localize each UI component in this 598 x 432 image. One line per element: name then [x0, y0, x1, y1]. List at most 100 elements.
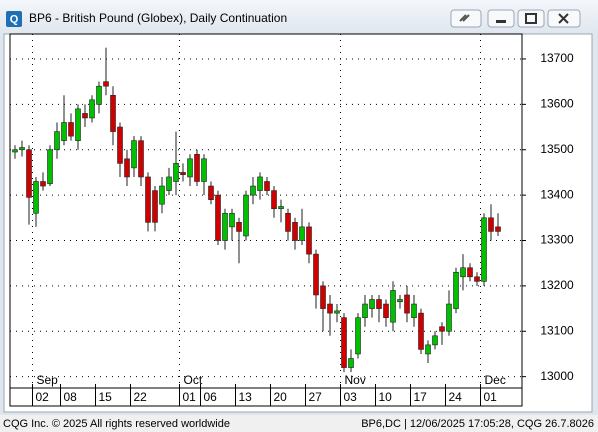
- candle-body: [159, 185, 165, 205]
- candle-body: [103, 81, 109, 87]
- candle-body: [327, 303, 333, 314]
- candle-body: [418, 312, 424, 350]
- x-tick-label: 10: [379, 390, 393, 404]
- candle-body: [215, 194, 221, 241]
- candle-body: [348, 358, 354, 368]
- x-tick-label: 20: [274, 390, 288, 404]
- candle-body: [173, 163, 179, 182]
- candle-body: [397, 299, 403, 303]
- candle-body: [166, 176, 172, 191]
- candle-body: [285, 212, 291, 232]
- x-tick-label: 01: [484, 390, 498, 404]
- candle-body: [33, 181, 39, 214]
- y-tick-label: 13600: [540, 97, 574, 111]
- month-label: Sep: [37, 373, 59, 387]
- x-tick-label: 27: [309, 390, 323, 404]
- minimize-button[interactable]: [487, 9, 515, 28]
- month-label: Nov: [345, 373, 366, 387]
- candle-body: [411, 303, 417, 318]
- candle-body: [208, 185, 214, 200]
- date-strip: [9, 387, 523, 407]
- candle-body: [264, 181, 270, 191]
- candle-body: [222, 212, 228, 241]
- maximize-button[interactable]: [517, 9, 545, 28]
- candle-body: [376, 299, 382, 309]
- app-icon-text: Q: [10, 13, 19, 25]
- status-bar: [0, 415, 598, 432]
- status-right: BP6,DC | 12/06/2025 17:05:28, CQG 26.7.8…: [361, 418, 594, 430]
- y-tick-label: 13400: [540, 187, 574, 201]
- link-icon: [459, 14, 470, 22]
- candle-body: [138, 140, 144, 178]
- candle-body: [299, 226, 305, 241]
- status-left: CQG Inc. © 2025 All rights reserved worl…: [3, 418, 230, 430]
- candle-body: [439, 326, 445, 332]
- candle-body: [131, 140, 137, 169]
- candle-body: [474, 276, 480, 282]
- app-icon: [6, 11, 22, 27]
- x-tick-label: 08: [64, 390, 78, 404]
- candle-body: [334, 310, 340, 314]
- candle-body: [54, 131, 60, 151]
- candle-body: [61, 122, 67, 141]
- candle-body: [320, 285, 326, 309]
- candle-body: [194, 153, 200, 182]
- candle-body: [250, 185, 256, 196]
- x-tick-label: 06: [204, 390, 218, 404]
- x-tick-label: 03: [344, 390, 358, 404]
- candle-body: [488, 217, 494, 232]
- y-tick-label: 13200: [540, 278, 574, 292]
- candle-body: [110, 94, 116, 132]
- candle-body: [362, 303, 368, 318]
- candle-body: [40, 181, 46, 187]
- x-tick-label: 02: [36, 390, 50, 404]
- y-tick-label: 13700: [540, 51, 574, 65]
- candle-body: [187, 158, 193, 178]
- candle-body: [19, 147, 25, 151]
- candle-body: [257, 176, 263, 191]
- x-tick-label: 24: [449, 390, 463, 404]
- candle-body: [82, 113, 88, 119]
- candle-body: [271, 190, 277, 210]
- candle-body: [89, 99, 95, 119]
- x-tick-label: 17: [414, 390, 428, 404]
- month-label: Dec: [485, 373, 506, 387]
- chart-title: BP6 - British Pound (Globex), Daily Cont…: [29, 11, 287, 25]
- y-tick-label: 13500: [540, 142, 574, 156]
- close-icon: [558, 13, 569, 24]
- plot: 13000 13100 13200 13300 13400 13500 13600 13700…: [10, 34, 574, 406]
- candle-body: [96, 85, 102, 105]
- candle-body: [390, 290, 396, 323]
- x-tick-label: 15: [99, 390, 113, 404]
- candle-body: [201, 158, 207, 182]
- candle-body: [145, 176, 151, 223]
- candle-body: [383, 303, 389, 318]
- candle-body: [47, 149, 53, 185]
- candle-body: [355, 317, 361, 355]
- candle-body: [236, 222, 242, 232]
- candle-body: [306, 226, 312, 255]
- month-label: Oct: [184, 373, 203, 387]
- candle-body: [446, 303, 452, 332]
- y-tick-label: 13300: [540, 233, 574, 247]
- candle-body: [124, 158, 130, 178]
- candle-body: [75, 108, 81, 141]
- candle-body: [12, 149, 18, 153]
- candle-body: [460, 267, 466, 278]
- candle-body: [180, 172, 186, 175]
- candle-body: [229, 212, 235, 228]
- candle-body: [369, 299, 375, 309]
- plot-area: [9, 33, 523, 389]
- candle-body: [313, 253, 319, 296]
- candle-body: [243, 194, 249, 237]
- candle-body: [152, 190, 158, 223]
- x-tick-label: 01: [183, 390, 197, 404]
- maximize-icon: [525, 13, 537, 24]
- candle-body: [341, 317, 347, 368]
- candle-body: [404, 294, 410, 314]
- candle-body: [425, 344, 431, 355]
- minimize-icon: [496, 20, 506, 23]
- candle-body: [26, 149, 32, 198]
